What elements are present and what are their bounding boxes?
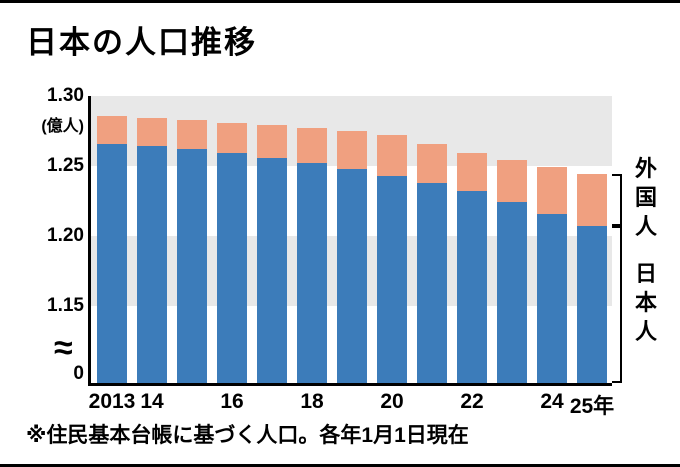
bar-segment-japanese-2018 bbox=[297, 163, 327, 383]
chart-title: 日本の人口推移 bbox=[26, 25, 257, 60]
y-tick-label-125: 1.25 bbox=[47, 155, 84, 176]
bar-segment-foreign-2025 bbox=[577, 174, 607, 227]
bar-segment-foreign-2024 bbox=[537, 167, 567, 214]
bar-segment-japanese-2015 bbox=[177, 149, 207, 383]
bar-segment-japanese-2017 bbox=[257, 157, 287, 383]
bar-segment-foreign-2016 bbox=[217, 122, 247, 154]
y-axis-line bbox=[88, 96, 91, 386]
x-tick-label-2024: 24 bbox=[540, 390, 564, 413]
bar-segment-foreign-2014 bbox=[137, 118, 167, 147]
x-tick-label-2025: 25年 bbox=[569, 395, 615, 418]
bar-segment-japanese-2021 bbox=[417, 182, 447, 383]
japanese-segment-bracket bbox=[612, 226, 622, 383]
bar-segment-japanese-2013 bbox=[97, 143, 127, 383]
x-tick-label-2018: 18 bbox=[300, 390, 324, 413]
bar-segment-foreign-2018 bbox=[297, 128, 327, 164]
y-axis-unit-label: (億人) bbox=[41, 118, 84, 135]
bar-segment-foreign-2020 bbox=[377, 135, 407, 176]
y-tick-label-115: 1.15 bbox=[47, 295, 84, 316]
bar-segment-foreign-2017 bbox=[257, 125, 287, 158]
bar-segment-japanese-2020 bbox=[377, 175, 407, 383]
x-tick-label-2022: 22 bbox=[460, 390, 484, 413]
bar-segment-japanese-2019 bbox=[337, 168, 367, 383]
legend-label-foreign: 外国人 bbox=[632, 156, 657, 244]
bar-segment-japanese-2023 bbox=[497, 202, 527, 383]
bar-segment-foreign-2023 bbox=[497, 160, 527, 203]
y-tick-label-120: 1.20 bbox=[47, 225, 84, 246]
legend-label-japanese: 日本人 bbox=[632, 261, 657, 349]
x-tick-label-2013: 2013 bbox=[88, 390, 136, 413]
bar-segment-japanese-2014 bbox=[137, 146, 167, 383]
bar-segment-foreign-2019 bbox=[337, 131, 367, 169]
x-tick-label-2020: 20 bbox=[380, 390, 404, 413]
footnote: ※住民基本台帳に基づく人口。各年1月1日現在 bbox=[26, 424, 469, 447]
bar-segment-japanese-2016 bbox=[217, 153, 247, 383]
y-tick-label-zero: 0 bbox=[73, 363, 84, 384]
x-tick-label-2016: 16 bbox=[220, 390, 244, 413]
bar-segment-foreign-2013 bbox=[97, 115, 127, 144]
bar-segment-japanese-2022 bbox=[457, 191, 487, 383]
bar-segment-foreign-2022 bbox=[457, 153, 487, 192]
bar-segment-japanese-2024 bbox=[537, 213, 567, 383]
bar-segment-foreign-2015 bbox=[177, 119, 207, 150]
y-tick-label-130: 1.30 bbox=[47, 85, 84, 106]
x-tick-label-2014: 14 bbox=[140, 390, 164, 413]
foreign-segment-bracket bbox=[612, 174, 622, 227]
bar-segment-japanese-2025 bbox=[577, 226, 607, 383]
bar-segment-foreign-2021 bbox=[417, 143, 447, 183]
axis-break-icon: ≈ bbox=[54, 329, 73, 367]
x-axis-line bbox=[88, 383, 612, 386]
